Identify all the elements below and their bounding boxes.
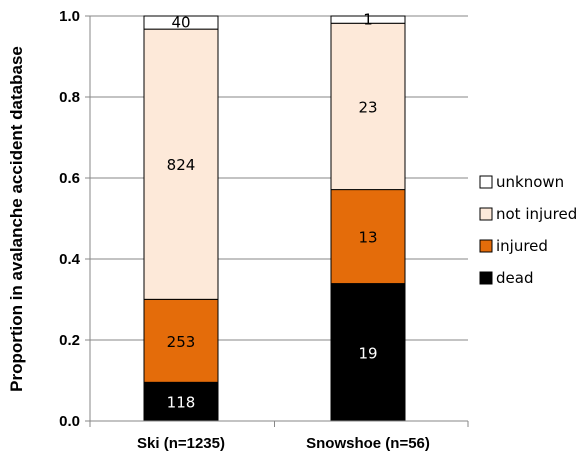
- bar-segment-injured: [330, 189, 406, 285]
- data-label: 253: [167, 333, 196, 351]
- bar-segment-unknown: [330, 15, 406, 24]
- data-label: 1: [363, 11, 373, 29]
- data-label: 40: [171, 14, 190, 32]
- y-tick-label: 0.6: [59, 170, 80, 187]
- legend: unknown not injured injured dead: [479, 173, 577, 287]
- legend-swatch-not-injured: [479, 207, 493, 221]
- x-tick-label: Ski (n=1235): [137, 435, 225, 452]
- legend-swatch-dead: [479, 271, 493, 285]
- y-tick-label: 0.0: [59, 413, 80, 430]
- legend-swatch-injured: [479, 239, 493, 253]
- y-tick-label: 0.4: [59, 251, 81, 268]
- data-label: 23: [358, 98, 377, 116]
- legend-label: unknown: [496, 173, 564, 191]
- data-label: 13: [358, 229, 377, 247]
- bar-segment-injured: [143, 298, 219, 383]
- x-tick-label: Snowshoe (n=56): [306, 435, 430, 452]
- bar-segment-dead: [330, 283, 406, 422]
- legend-label: dead: [496, 269, 533, 287]
- legend-label: injured: [496, 237, 548, 255]
- bar-segment-not-injured: [330, 22, 406, 191]
- axes: 0.0 0.2 0.4 0.6 0.8 1.0 Ski (n=1235) Snowshoe (…: [59, 8, 469, 452]
- y-tick-label: 0.8: [59, 89, 80, 106]
- y-tick-label: 0.2: [59, 332, 80, 349]
- data-label: 19: [358, 344, 377, 362]
- bar-segment-unknown: [143, 15, 219, 30]
- legend-swatch-unknown: [479, 175, 493, 189]
- data-label: 824: [167, 156, 196, 174]
- bar-segment-dead: [143, 381, 219, 422]
- data-label: 118: [167, 394, 196, 412]
- legend-label: not injured: [496, 205, 577, 223]
- y-tick-label: 1.0: [59, 8, 80, 25]
- bars: 118 253 824 40 19 13 23 1: [143, 11, 406, 422]
- y-axis-title: Proportion in avalanche accident databas…: [7, 46, 26, 392]
